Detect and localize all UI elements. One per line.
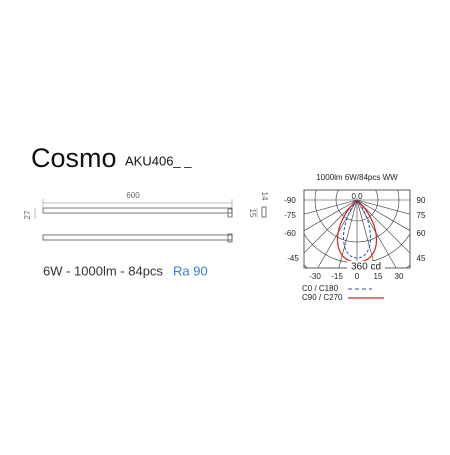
polar-ray [317,199,358,268]
polar-ray [356,199,410,254]
angle-label: 75 [417,211,426,220]
legend-label: C0 / C180 [302,284,339,293]
angle-label: -75 [284,211,296,220]
photometry-title: 1000lm 6W/84pcs WW [316,173,398,182]
length-label: 600 [126,191,140,200]
angle-label: -90 [284,196,296,205]
axis-label: 15 [374,272,383,281]
scale-bg [347,261,385,272]
angle-label: 60 [417,229,426,238]
polar-ray [356,199,376,268]
angle-label: -45 [287,254,299,263]
profile-height-label: 15 [248,209,257,218]
polar-ray [356,199,410,231]
angle-label: 90 [417,196,426,205]
scale-label: 360 cd [351,262,381,273]
polar-ray [338,199,358,268]
angle-label: -60 [284,229,296,238]
center-label: 0.0 [351,192,363,201]
specs-ra: Ra 90 [173,263,208,278]
specs-power: 6W - 1000lm - 84pcs [43,263,163,278]
polar-ray [304,199,358,254]
height-label: 27 [23,210,32,219]
angle-label: 45 [417,254,426,263]
polar-ray [304,199,358,231]
polar-ray [304,199,358,215]
profile-width-label: 14 [260,192,269,201]
axis-label: 0 [355,272,360,281]
axis-label: 30 [395,272,404,281]
legend-label: C90 / C270 [302,293,343,302]
product-model: AKU406_ _ [125,153,192,168]
product-title: Cosmo [31,143,117,173]
polar-ray [356,199,410,215]
axis-label: -15 [331,272,343,281]
technical-drawing [34,199,267,243]
axis-label: -30 [309,272,321,281]
